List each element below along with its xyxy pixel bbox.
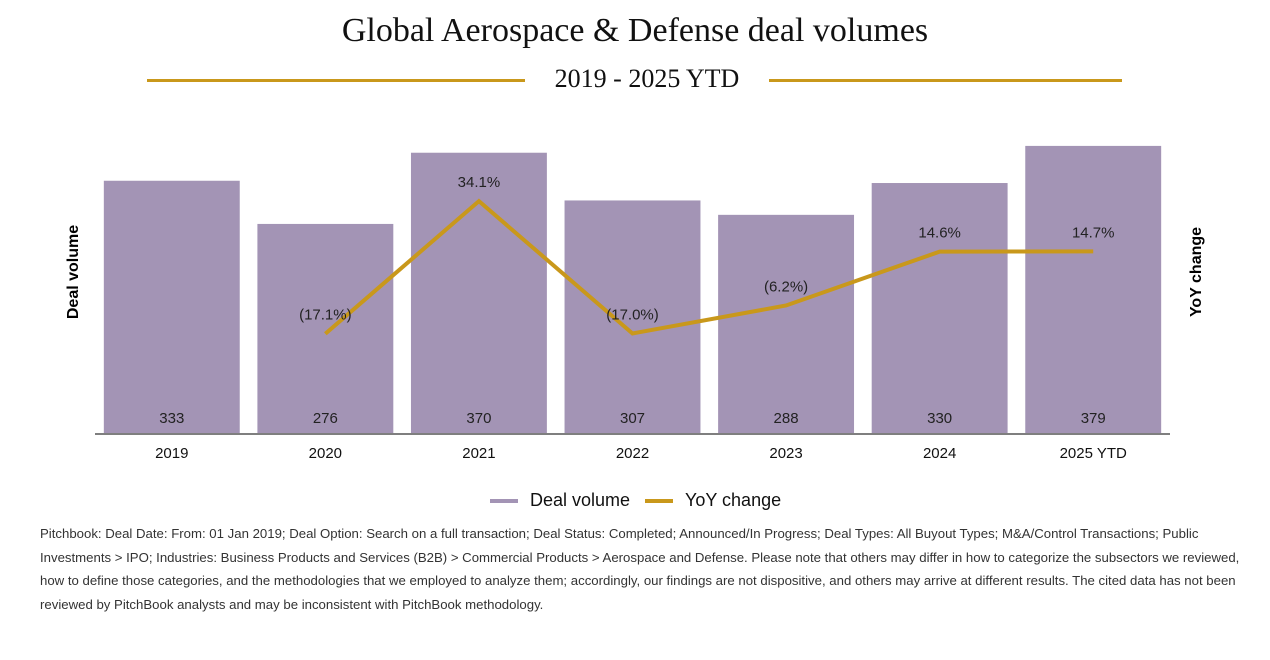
yoy-line-group: [324, 198, 1094, 336]
bar-labels-group: 333 276 370 307 288 330 379: [159, 410, 1105, 427]
yoy-line: [324, 198, 1094, 336]
x-tick-label: 2025 YTD: [1060, 445, 1127, 462]
yoy-value-label: (17.0%): [606, 306, 659, 323]
legend: Deal volume YoY change: [0, 490, 1270, 514]
bars-group: [103, 145, 1162, 433]
legend-item-deal-volume[interactable]: Deal volume: [490, 490, 630, 511]
bar-2021: [410, 152, 547, 433]
legend-item-yoy-change[interactable]: YoY change: [645, 490, 781, 511]
subtitle-row: 2019 - 2025 YTD: [0, 64, 1270, 98]
bar-value-label: 370: [466, 410, 491, 427]
chart-area: 333 276 370 307 288 330 379 2019 2020 2021 2022 20…: [65, 145, 1205, 462]
bar-value-label: 288: [774, 410, 799, 427]
legend-swatch-yoy-change: [645, 498, 673, 503]
y-axis-label: Deal volume: [65, 225, 82, 319]
chart-title: Global Aerospace & Defense deal volumes: [341, 12, 929, 49]
legend-label: YoY change: [685, 490, 782, 510]
bar-value-label: 307: [620, 410, 645, 427]
bar-value-label: 379: [1081, 410, 1106, 427]
y2-axis-label: YoY change: [1188, 227, 1205, 317]
bar-value-label: 333: [159, 410, 184, 427]
x-tick-label: 2020: [309, 445, 342, 462]
legend-label: Deal volume: [530, 490, 631, 510]
x-tick-label: 2024: [923, 445, 956, 462]
yoy-value-label: 34.1%: [458, 174, 501, 191]
bar-2022: [564, 200, 701, 433]
yoy-value-label: (17.1%): [299, 307, 352, 324]
bar-2025-ytd: [1025, 145, 1162, 433]
yoy-value-label: (6.2%): [764, 278, 808, 295]
yoy-labels-group: (17.1%) 34.1% (17.0%) (6.2%) 14.6% 14.7%: [299, 174, 1114, 324]
source-footnote: Pitchbook: Deal Date: From: 01 Jan 2019;…: [40, 526, 1240, 612]
yoy-value-label: 14.7%: [1072, 224, 1115, 241]
bar-2024: [871, 183, 1008, 433]
bar-2020: [257, 223, 394, 433]
decorative-rule-left: [147, 79, 525, 82]
bar-2019: [103, 180, 240, 433]
x-tick-label: 2021: [462, 445, 495, 462]
x-tick-labels-group: 2019 2020 2021 2022 2023 2024 2025 YTD: [155, 445, 1127, 462]
legend-swatch-deal-volume: [490, 498, 518, 503]
chart-subtitle: 2019 - 2025 YTD: [554, 64, 740, 93]
x-tick-label: 2019: [155, 445, 188, 462]
bar-value-label: 330: [927, 410, 952, 427]
x-tick-label: 2022: [616, 445, 649, 462]
yoy-value-label: 14.6%: [918, 225, 961, 242]
x-tick-label: 2023: [769, 445, 802, 462]
bar-value-label: 276: [313, 410, 338, 427]
decorative-rule-right: [769, 79, 1122, 82]
bar-2023: [718, 214, 855, 433]
